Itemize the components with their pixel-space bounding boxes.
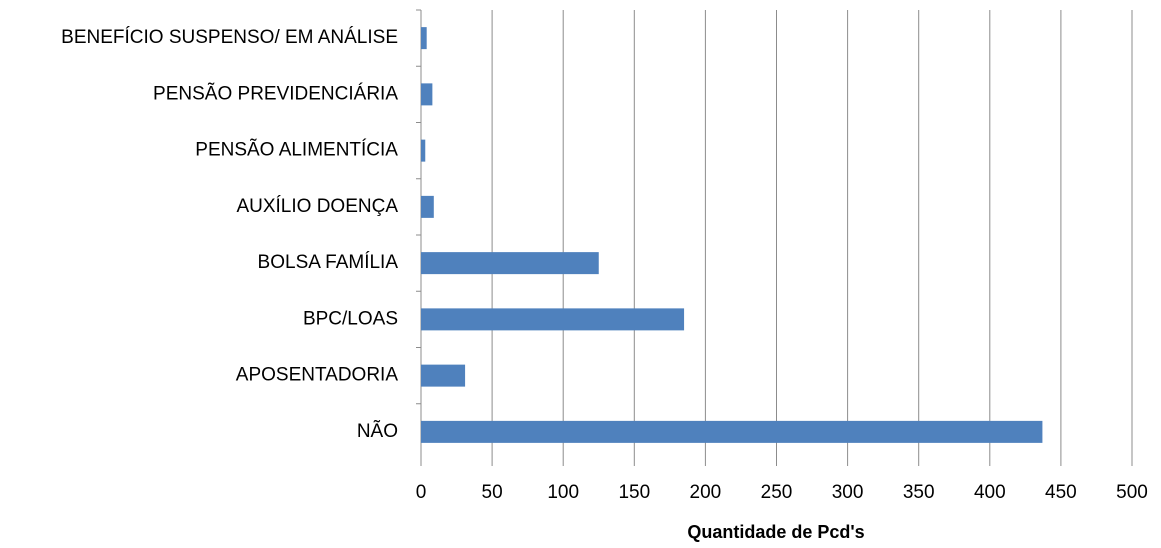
- bar: [421, 364, 466, 387]
- y-tick-label: NÃO: [357, 420, 398, 442]
- x-tick-label: 50: [482, 482, 503, 503]
- x-tick-label: 200: [690, 482, 722, 503]
- x-tick-label: 300: [832, 482, 864, 503]
- x-axis-label: Quantidade de Pcd's: [687, 522, 864, 542]
- x-tick-label: 100: [547, 482, 579, 503]
- x-tick-label: 500: [1116, 482, 1148, 503]
- y-tick-label: BPC/LOAS: [303, 308, 398, 329]
- x-tick-label: 250: [761, 482, 793, 503]
- bar: [421, 420, 1043, 443]
- bar: [421, 83, 433, 106]
- x-tick-label: 0: [416, 482, 427, 503]
- y-tick-label: BENEFÍCIO SUSPENSO/ EM ANÁLISE: [61, 27, 398, 48]
- bar: [421, 252, 599, 275]
- x-tick-label: 400: [974, 482, 1006, 503]
- y-tick-label: AUXÍLIO DOENÇA: [236, 196, 398, 217]
- bar: [421, 308, 685, 331]
- bar: [421, 139, 426, 162]
- y-tick-label: BOLSA FAMÍLIA: [258, 252, 399, 273]
- y-tick-label: PENSÃO PREVIDENCIÁRIA: [153, 82, 398, 104]
- y-tick-label: PENSÃO ALIMENTÍCIA: [195, 139, 398, 161]
- bar: [421, 27, 427, 50]
- y-tick-label: APOSENTADORIA: [236, 365, 399, 386]
- bar: [421, 195, 434, 218]
- x-tick-label: 150: [618, 482, 650, 503]
- x-tick-label: 450: [1045, 482, 1077, 503]
- x-tick-label: 350: [903, 482, 935, 503]
